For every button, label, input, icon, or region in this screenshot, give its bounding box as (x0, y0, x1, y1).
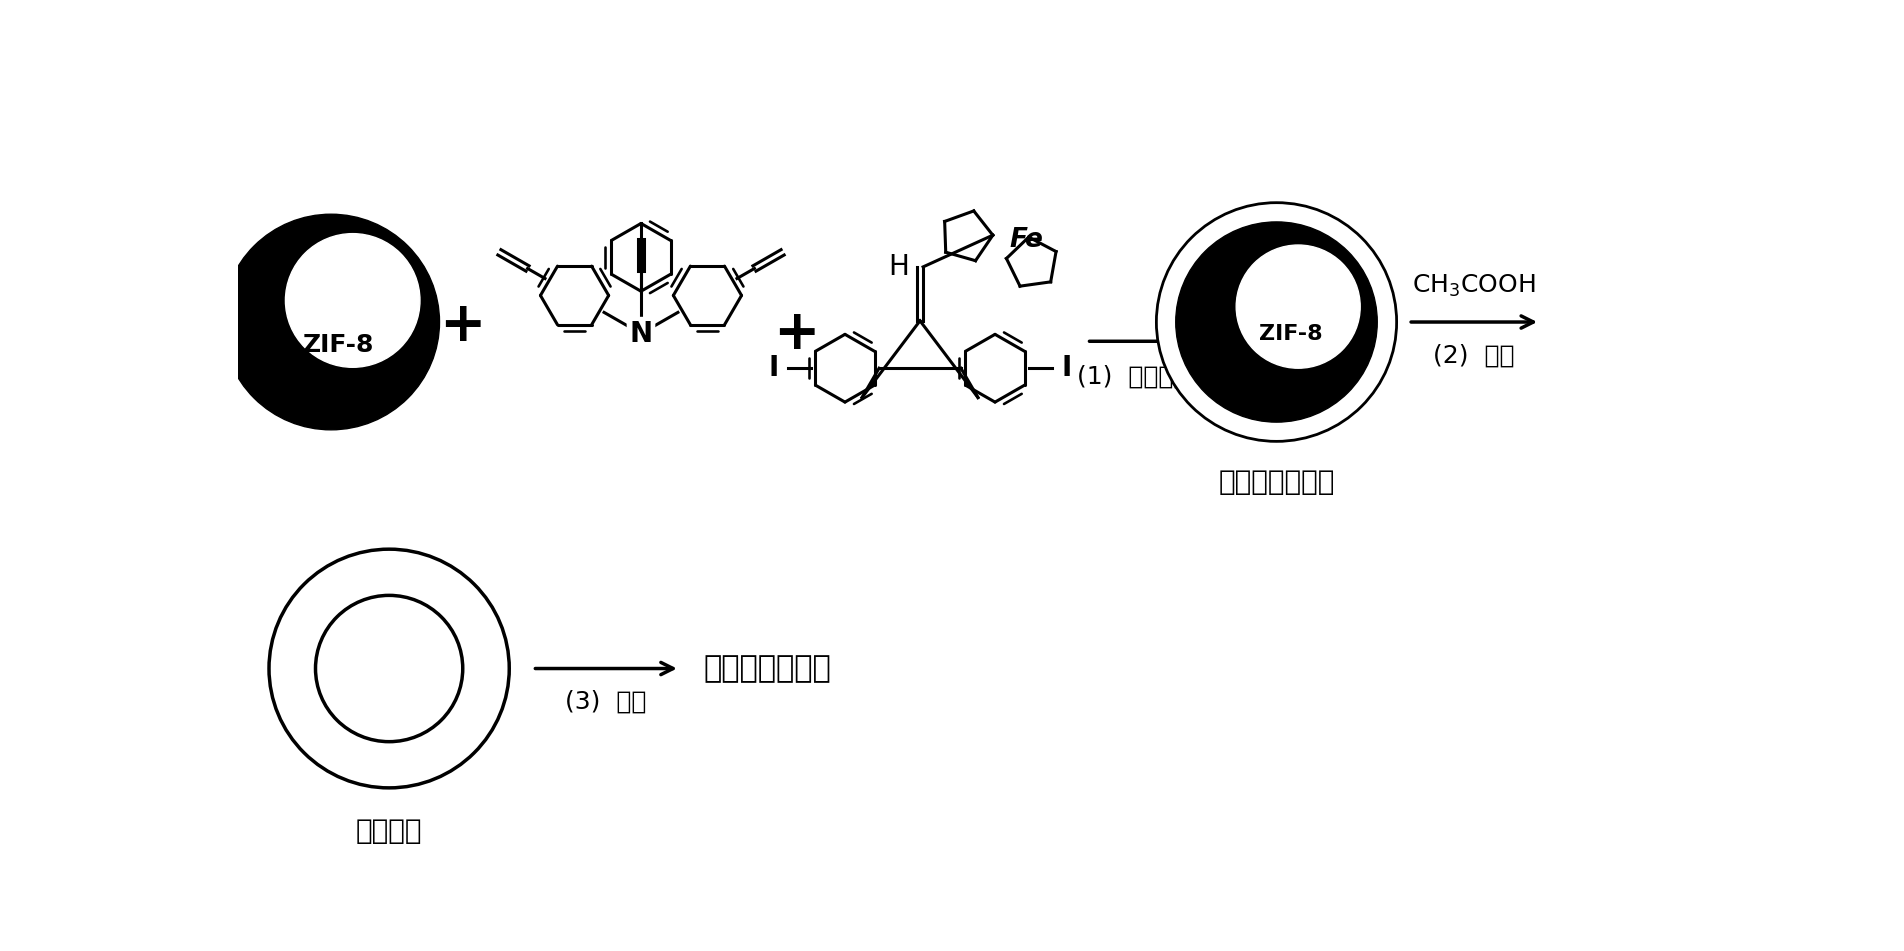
Text: CH$_3$COOH: CH$_3$COOH (1413, 273, 1537, 299)
Circle shape (1156, 203, 1398, 441)
Text: ZIF-8: ZIF-8 (1259, 323, 1321, 343)
Text: H: H (887, 253, 908, 281)
Circle shape (316, 595, 463, 742)
Text: 磁性多孔碳材料: 磁性多孔碳材料 (703, 654, 830, 683)
Text: 聚合物壳: 聚合物壳 (356, 817, 423, 845)
Text: (3)  热解: (3) 热解 (565, 690, 647, 714)
Text: +: + (440, 299, 486, 353)
Circle shape (1236, 245, 1359, 368)
Text: Fe: Fe (1009, 227, 1043, 253)
Text: (1)  原位缩聚: (1) 原位缩聚 (1078, 364, 1188, 388)
Circle shape (223, 214, 440, 430)
Circle shape (286, 234, 421, 367)
Text: 核壳型复合材料: 核壳型复合材料 (1219, 468, 1335, 496)
Text: I: I (1061, 354, 1072, 382)
Text: ZIF-8: ZIF-8 (303, 333, 375, 358)
Text: N: N (630, 320, 653, 347)
Circle shape (1177, 222, 1377, 422)
Text: I: I (769, 354, 779, 382)
Circle shape (268, 549, 508, 787)
Text: +: + (773, 306, 819, 360)
Text: (2)  刻蚀: (2) 刻蚀 (1434, 343, 1516, 368)
